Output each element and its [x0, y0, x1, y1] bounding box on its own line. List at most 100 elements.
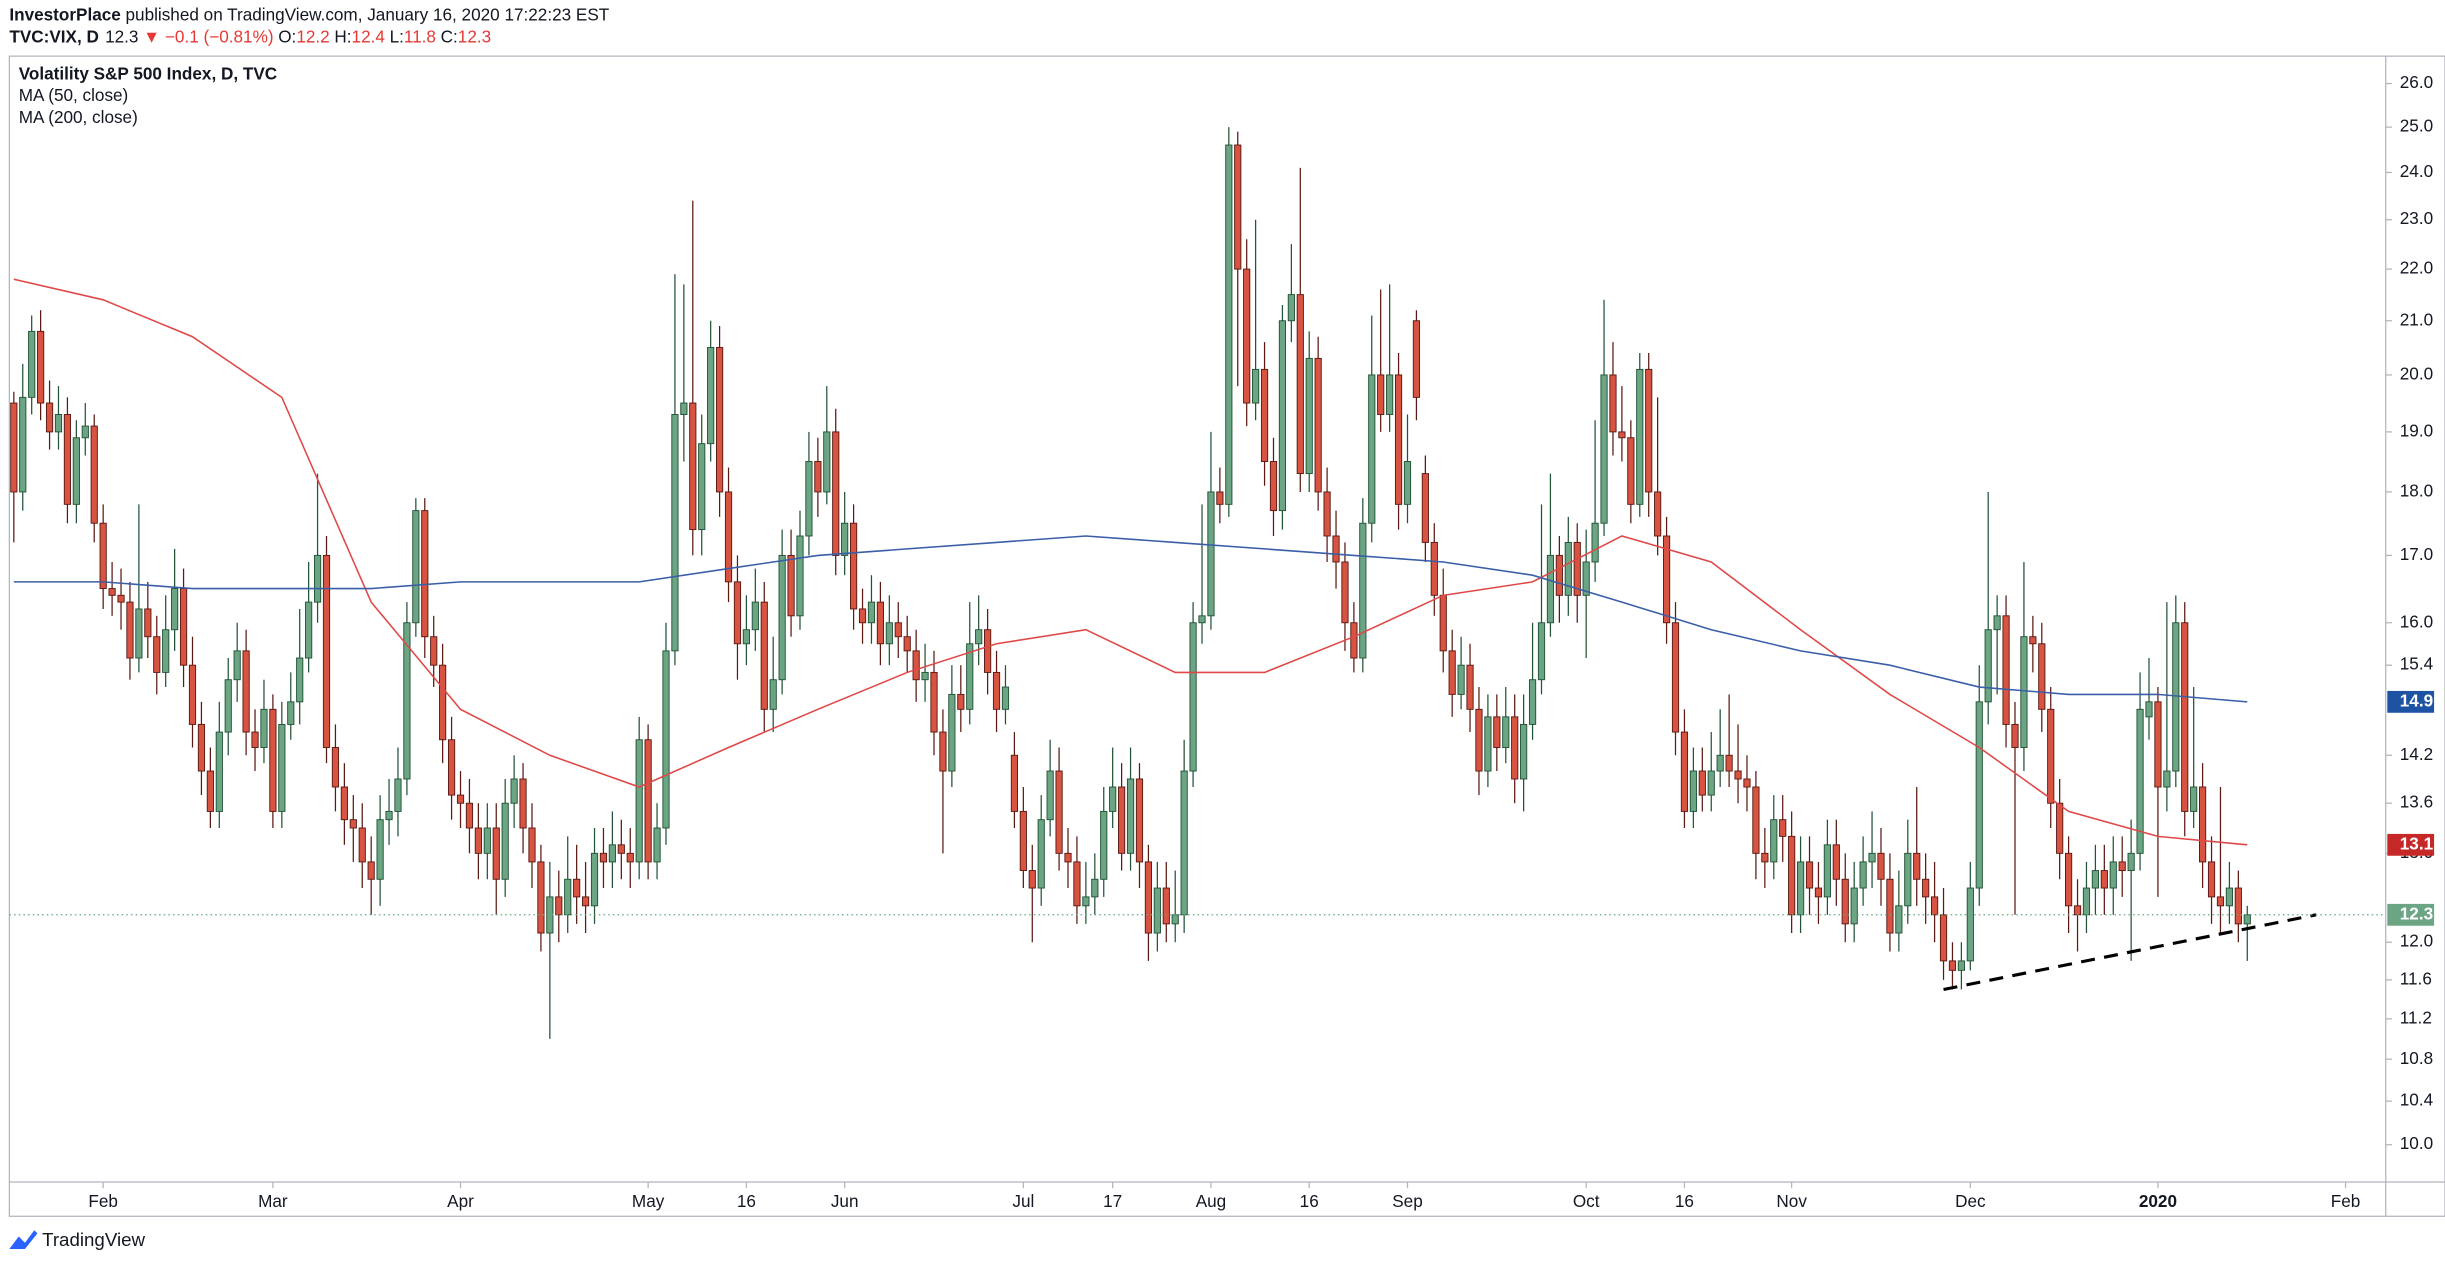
y-tick-label: 10.4 [2400, 1090, 2434, 1110]
candle-body [1091, 878, 1099, 898]
open-value: 12.2 [296, 26, 329, 46]
candle-body [948, 693, 956, 772]
candle-body [1377, 374, 1385, 415]
candle-body [1868, 852, 1876, 863]
x-tick-label: Sep [1392, 1191, 1423, 1211]
price-label: 14.9 [2400, 690, 2433, 710]
y-tick-label: 12.0 [2400, 931, 2433, 951]
candle-body [1511, 716, 1519, 780]
candle-body [832, 431, 840, 556]
candle-body [1600, 374, 1608, 524]
candle-body [796, 535, 804, 617]
candle-body [698, 443, 706, 531]
y-tick-label: 17.0 [2400, 544, 2433, 564]
candle-body [421, 510, 429, 638]
y-tick-label: 18.0 [2400, 480, 2433, 500]
candle-body [528, 827, 536, 863]
x-tick-label: Jun [831, 1191, 859, 1211]
candle-body [1216, 491, 1224, 505]
candle-body [787, 554, 795, 617]
candle-body [99, 522, 107, 590]
candle-body [894, 622, 902, 638]
published: published on TradingView.com, January 16… [126, 4, 610, 24]
candle-body [1135, 778, 1144, 863]
candle-body [1046, 770, 1054, 821]
y-tick-label: 22.0 [2400, 258, 2433, 278]
candle-body [331, 747, 340, 788]
candle-body [1207, 491, 1215, 617]
candle-body [1850, 887, 1858, 925]
candle-body [1162, 887, 1170, 925]
candle-body [10, 402, 18, 493]
candle-body [465, 802, 474, 829]
candle-body [519, 778, 527, 829]
candle-body [1448, 650, 1456, 695]
candle-body [1957, 960, 1965, 971]
candle-body [707, 347, 715, 445]
candle-body [635, 739, 643, 863]
candle-body [260, 708, 268, 748]
candle-body [1645, 368, 1653, 493]
candle-body [2163, 770, 2171, 788]
symbol-line: TVC:VIX, D 12.3 ▼ −0.1 (−0.81%) O:12.2 H:12.… [9, 26, 491, 46]
candle-body [760, 601, 768, 710]
low-label: L: [390, 26, 404, 46]
candle-body [1064, 852, 1072, 863]
candle-body [724, 491, 733, 583]
candle-body [2047, 708, 2055, 804]
x-tick-label: May [632, 1191, 665, 1211]
candle-body [117, 594, 125, 603]
candle-body [144, 608, 152, 638]
candle-body [742, 629, 750, 645]
candle-body [1564, 541, 1572, 596]
y-tick-label: 11.2 [2400, 1007, 2432, 1027]
x-tick-label: Feb [2331, 1191, 2361, 1211]
candle-body [1350, 622, 1358, 659]
candle-body [367, 861, 375, 880]
candle-body [1010, 754, 1019, 812]
candle-body [1278, 320, 1287, 512]
candle-body [474, 827, 482, 854]
candle-body [2145, 701, 2153, 718]
candle-body [814, 461, 822, 493]
candle-body [162, 629, 170, 673]
candle-body [1948, 960, 1957, 971]
candle-body [126, 601, 134, 659]
legend-entry: MA (50, close) [19, 85, 129, 105]
candle-body [1314, 357, 1322, 493]
candle-body [1037, 819, 1045, 889]
candle-body [430, 636, 438, 666]
candle-body [483, 827, 491, 854]
candle-body [1913, 852, 1921, 880]
candle-body [1341, 561, 1349, 624]
y-tick-label: 25.0 [2400, 116, 2433, 136]
candle-body [823, 431, 831, 493]
candle-body [1752, 786, 1760, 854]
candle-body [1430, 541, 1438, 596]
candle-body [841, 522, 849, 556]
candle-body [394, 778, 402, 812]
candle-body [1171, 914, 1179, 925]
candle-body [599, 852, 608, 863]
candle-body [501, 802, 509, 880]
x-tick-label: 17 [1103, 1191, 1122, 1211]
candle-body [72, 437, 80, 505]
candle-body [2082, 887, 2091, 916]
candle-body [2118, 861, 2126, 872]
candle-body [456, 794, 465, 804]
candle-body [135, 608, 143, 659]
close-value: 12.3 [458, 26, 491, 46]
candle-body [1323, 491, 1331, 537]
candle-body [2056, 802, 2064, 854]
candle-body [197, 723, 206, 772]
candle-body [1966, 887, 1974, 962]
x-tick-label: 16 [1675, 1191, 1694, 1211]
candle-body [537, 861, 545, 934]
candle-body [1528, 679, 1537, 725]
candle-body [215, 731, 223, 812]
low-value: 11.8 [404, 26, 436, 46]
candle-body [1975, 701, 1983, 889]
candle-body [1698, 770, 1706, 796]
chart-title: Volatility S&P 500 Index, D, TVC [19, 63, 277, 83]
